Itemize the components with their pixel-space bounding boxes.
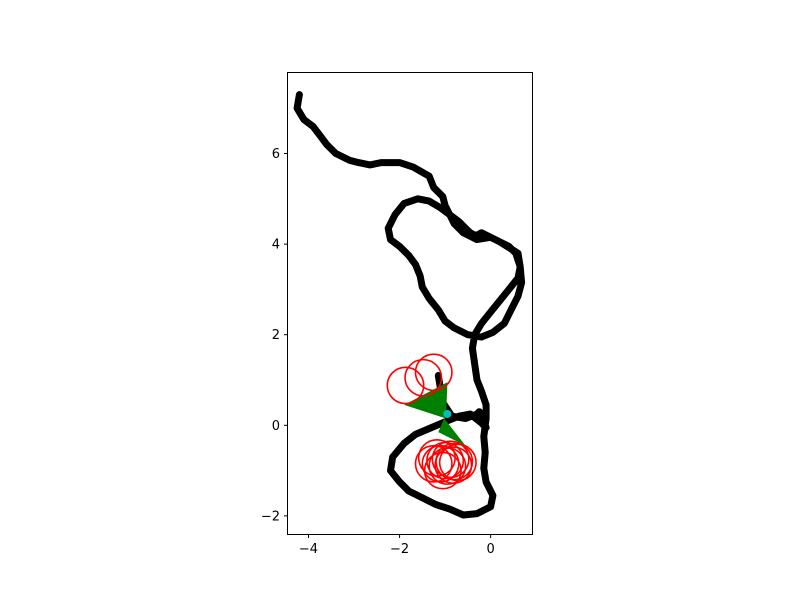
trajectory-line: [293, 91, 526, 519]
x-tick-label-2: 0: [487, 542, 495, 557]
circle-4: [421, 444, 460, 483]
circle-7: [431, 440, 470, 479]
triangle-marker-1: [438, 418, 466, 446]
circle-2: [414, 353, 453, 392]
x-tick-label-0: −4: [299, 542, 318, 557]
y-tick-label-0: −2: [261, 509, 280, 524]
y-tick-label-1: 0: [272, 419, 280, 434]
x-axis: −4 −2 0: [299, 534, 495, 557]
axes-frame: [287, 72, 533, 535]
plot-area: [293, 91, 526, 519]
circle-0: [386, 366, 425, 405]
y-tick-label-4: 6: [272, 147, 280, 162]
position-marker: [443, 409, 452, 418]
y-tick-label-2: 2: [272, 328, 280, 343]
circle-1: [404, 358, 443, 397]
circle-12: [438, 443, 477, 482]
y-tick-label-3: 4: [272, 238, 280, 253]
circle-11: [414, 444, 453, 483]
y-axis: −2 0 2 4 6: [261, 147, 288, 524]
triangle-marker-0: [404, 382, 448, 419]
x-tick-label-1: −2: [390, 542, 409, 557]
